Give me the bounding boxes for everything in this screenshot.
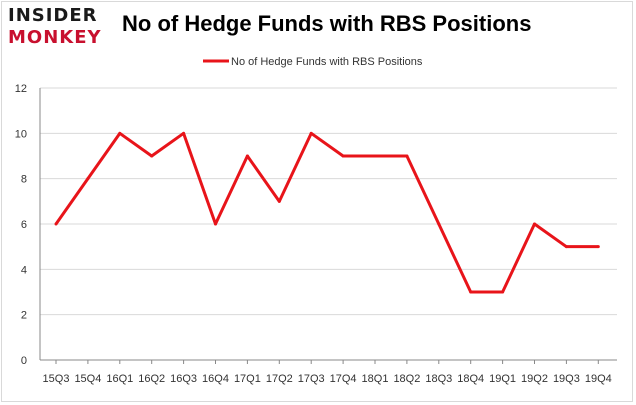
x-tick-label: 18Q1: [362, 373, 389, 385]
data-point: [341, 154, 345, 158]
data-point: [469, 290, 473, 294]
x-tick-label: 16Q3: [170, 373, 197, 385]
x-tick-label: 19Q2: [521, 373, 548, 385]
x-tick-label: 17Q1: [234, 373, 261, 385]
series-line: [54, 131, 599, 294]
x-tick-label: 17Q2: [266, 373, 293, 385]
data-point: [405, 154, 409, 158]
x-tick-label: 15Q3: [43, 373, 70, 385]
x-tick-label: 16Q1: [106, 373, 133, 385]
data-point: [86, 177, 90, 181]
data-point: [214, 222, 217, 226]
data-point: [54, 222, 58, 226]
chart-title: No of Hedge Funds with RBS Positions: [122, 11, 532, 36]
y-tick-label: 4: [21, 264, 27, 276]
insider-monkey-logo: INSIDER MONKEY: [8, 4, 112, 50]
data-point: [533, 222, 536, 226]
y-tick-label: 2: [21, 310, 27, 322]
x-tick-label: 19Q1: [489, 373, 516, 385]
x-tick-label: 16Q2: [138, 373, 165, 385]
data-point: [182, 131, 186, 135]
data-point: [564, 245, 568, 249]
y-tick-label: 12: [15, 83, 27, 95]
legend-label: No of Hedge Funds with RBS Positions: [231, 56, 423, 68]
y-tick-label: 6: [21, 219, 27, 231]
logo-line-1: INSIDER: [8, 5, 98, 26]
x-tick-label: 19Q4: [585, 373, 612, 385]
data-point: [373, 154, 377, 158]
data-point: [277, 199, 281, 203]
x-tick-label: 16Q4: [202, 373, 229, 385]
data-point: [245, 154, 249, 158]
data-point: [596, 245, 600, 249]
x-tick-label: 18Q3: [425, 373, 452, 385]
x-tick-label: 18Q4: [457, 373, 484, 385]
x-tick-label: 17Q3: [298, 373, 325, 385]
y-tick-label: 10: [15, 128, 27, 140]
y-tick-label: 0: [21, 355, 27, 367]
data-point: [437, 222, 441, 226]
x-tick-label: 18Q2: [393, 373, 420, 385]
data-point: [118, 131, 122, 135]
data-point: [501, 290, 505, 294]
data-point: [150, 154, 154, 158]
x-tick-label: 19Q3: [553, 373, 580, 385]
logo-line-2: MONKEY: [8, 27, 102, 48]
data-point: [309, 131, 313, 135]
x-tick-label: 15Q4: [74, 373, 101, 385]
y-tick-label: 8: [21, 174, 27, 186]
x-tick-label: 17Q4: [330, 373, 357, 385]
